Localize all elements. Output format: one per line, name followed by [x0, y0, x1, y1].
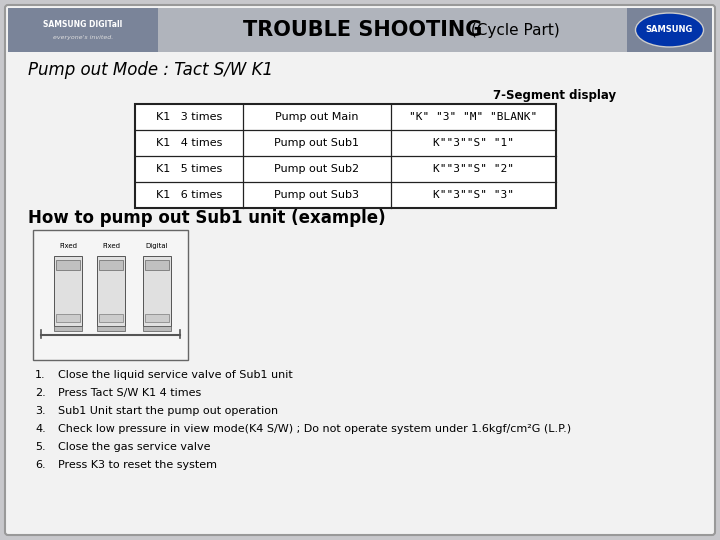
Text: Digital: Digital: [145, 243, 168, 249]
Text: 3.: 3.: [35, 406, 45, 416]
Bar: [8, 8, 158, 52]
Text: 6.: 6.: [35, 460, 45, 470]
Text: 5.: 5.: [35, 442, 45, 452]
Text: Pump out Sub1: Pump out Sub1: [274, 138, 359, 148]
Text: Pump out Main: Pump out Main: [275, 112, 359, 122]
Text: Fixed: Fixed: [59, 243, 77, 249]
Bar: [33, 230, 188, 360]
Bar: [54, 256, 82, 326]
Text: Press Tact S/W K1 4 times: Press Tact S/W K1 4 times: [58, 388, 202, 398]
Text: Check low pressure in view mode(K4 S/W) ; Do not operate system under 1.6kgf/cm²: Check low pressure in view mode(K4 S/W) …: [58, 424, 571, 434]
Bar: [143, 256, 171, 326]
Text: K1   6 times: K1 6 times: [156, 190, 222, 200]
Bar: [135, 104, 556, 208]
Text: K""3""S" "3": K""3""S" "3": [433, 190, 514, 200]
Ellipse shape: [636, 13, 703, 47]
Text: Press K3 to reset the system: Press K3 to reset the system: [58, 460, 217, 470]
Text: "K" "3" "M" "BLANK": "K" "3" "M" "BLANK": [410, 112, 538, 122]
Text: TROUBLE SHOOTING: TROUBLE SHOOTING: [243, 20, 482, 40]
Text: K1   3 times: K1 3 times: [156, 112, 222, 122]
Bar: [99, 314, 123, 322]
Text: 4.: 4.: [35, 424, 46, 434]
Text: Pump out Sub3: Pump out Sub3: [274, 190, 359, 200]
Text: (Cycle Part): (Cycle Part): [466, 23, 559, 37]
Text: Pump out Sub2: Pump out Sub2: [274, 164, 359, 174]
Text: Close the gas service valve: Close the gas service valve: [58, 442, 210, 452]
Text: 1.: 1.: [35, 370, 45, 380]
Bar: [54, 326, 82, 331]
Bar: [145, 260, 169, 270]
Text: K""3""S" "1": K""3""S" "1": [433, 138, 514, 148]
Text: K""3""S" "2": K""3""S" "2": [433, 164, 514, 174]
Text: SAMSUNG: SAMSUNG: [646, 25, 693, 35]
Text: K1   5 times: K1 5 times: [156, 164, 222, 174]
Bar: [8, 8, 712, 52]
Text: K1   4 times: K1 4 times: [156, 138, 222, 148]
Text: everyone's invited.: everyone's invited.: [53, 36, 113, 40]
Bar: [97, 256, 125, 326]
Bar: [97, 326, 125, 331]
FancyBboxPatch shape: [5, 5, 715, 535]
Bar: [145, 314, 169, 322]
Bar: [143, 326, 171, 331]
Text: Sub1 Unit start the pump out operation: Sub1 Unit start the pump out operation: [58, 406, 278, 416]
Text: Pump out Mode : Tact S/W K1: Pump out Mode : Tact S/W K1: [28, 61, 273, 79]
Bar: [56, 260, 80, 270]
Text: Close the liquid service valve of Sub1 unit: Close the liquid service valve of Sub1 u…: [58, 370, 293, 380]
Text: How to pump out Sub1 unit (example): How to pump out Sub1 unit (example): [28, 209, 386, 227]
Text: SAMSUNG DIGITall: SAMSUNG DIGITall: [43, 20, 122, 29]
Text: 2.: 2.: [35, 388, 46, 398]
Text: 7-Segment display: 7-Segment display: [493, 90, 616, 103]
Text: Fixed: Fixed: [102, 243, 120, 249]
Bar: [56, 314, 80, 322]
Bar: [627, 8, 712, 52]
Bar: [99, 260, 123, 270]
